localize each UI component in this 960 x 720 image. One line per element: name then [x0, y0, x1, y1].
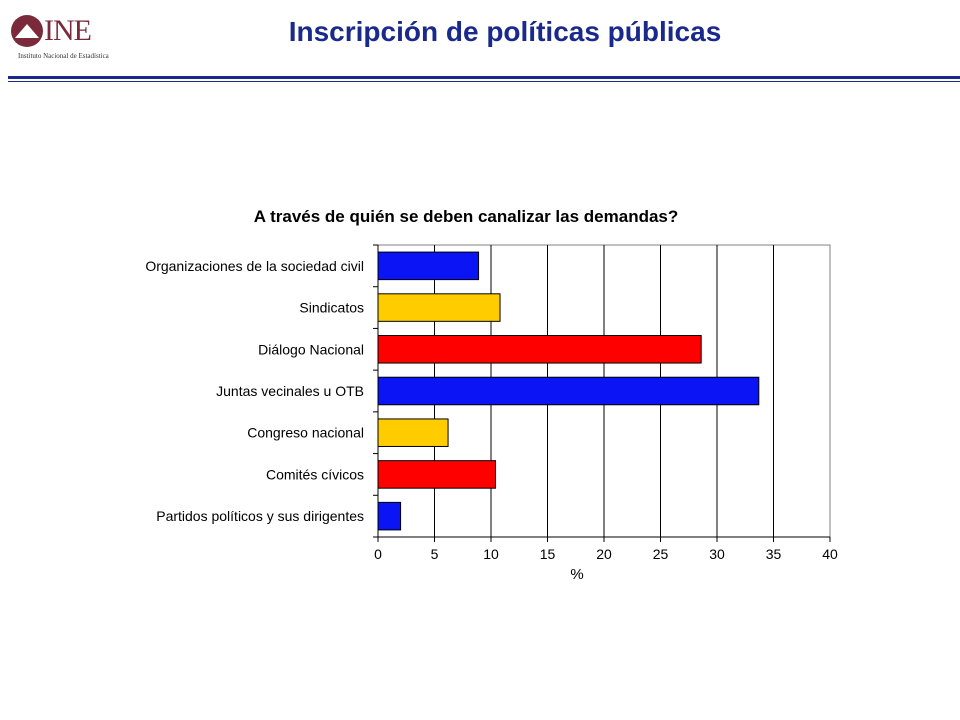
logo-emblem-icon	[11, 15, 43, 47]
x-tick-label: 30	[709, 546, 725, 562]
ine-logo: INE Instituto Nacional de Estadística	[8, 12, 128, 62]
page-title: Inscripción de políticas públicas	[288, 16, 722, 47]
x-tick-label: 10	[483, 546, 499, 562]
category-label: Sindicatos	[299, 300, 364, 316]
x-tick-label: 35	[766, 546, 782, 562]
x-tick-label: 0	[374, 546, 382, 562]
x-axis-ticks: 0 5 10 15 20 25 30 35 40	[374, 537, 838, 562]
x-tick-label: 15	[540, 546, 556, 562]
category-label: Organizaciones de la sociedad civil	[145, 258, 364, 274]
x-tick-label: 20	[596, 546, 612, 562]
category-label: Partidos políticos y sus dirigentes	[156, 508, 364, 524]
logo-subtitle: Instituto Nacional de Estadística	[18, 52, 109, 60]
x-tick-label: 5	[431, 546, 439, 562]
x-tick-label: 25	[653, 546, 669, 562]
category-label: Diálogo Nacional	[258, 341, 364, 357]
bar	[377, 335, 702, 364]
bar	[377, 376, 760, 406]
bar-chart: A través de quién se deben canalizar las…	[145, 207, 838, 583]
bar	[377, 251, 480, 281]
chart-bars	[377, 251, 760, 531]
header: INE Instituto Nacional de Estadística In…	[0, 0, 960, 90]
category-label: Congreso nacional	[247, 425, 364, 441]
x-tick-label: 40	[822, 546, 838, 562]
header-divider-thin	[8, 81, 960, 82]
logo-text: INE	[44, 14, 92, 47]
chart-container: A través de quién se deben canalizar las…	[0, 190, 960, 590]
x-axis-label: %	[570, 566, 583, 583]
category-labels: Organizaciones de la sociedad civil Sindi…	[145, 258, 364, 524]
header-divider	[8, 76, 960, 79]
bar	[377, 418, 449, 447]
bar	[377, 293, 501, 322]
category-label: Juntas vecinales u OTB	[216, 383, 364, 399]
bar	[377, 501, 402, 531]
category-label: Comités cívicos	[266, 466, 364, 482]
chart-title: A través de quién se deben canalizar las…	[254, 207, 679, 226]
bar	[377, 460, 497, 489]
